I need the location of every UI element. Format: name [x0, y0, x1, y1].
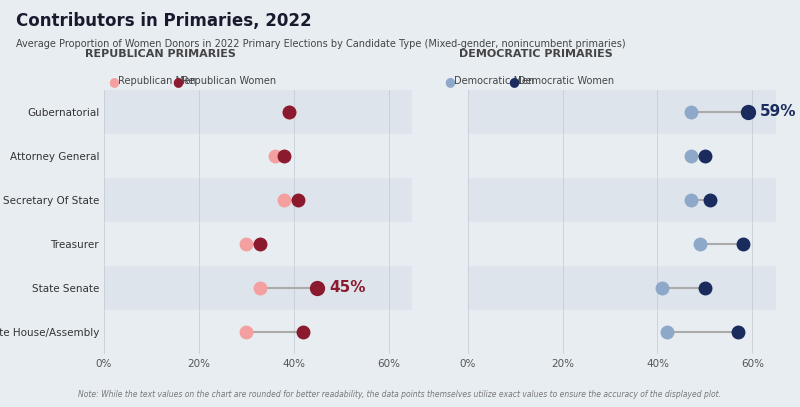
Bar	[468, 178, 776, 222]
Text: ●: ●	[172, 75, 183, 88]
Bar	[104, 222, 412, 266]
Text: Democratic Men: Democratic Men	[454, 77, 534, 86]
Text: ●: ●	[508, 75, 519, 88]
Bar	[468, 222, 776, 266]
Text: REPUBLICAN PRIMARIES: REPUBLICAN PRIMARIES	[85, 49, 235, 59]
Bar	[104, 133, 412, 178]
Text: 45%: 45%	[330, 280, 366, 295]
Text: Average Proportion of Women Donors in 2022 Primary Elections by Candidate Type (: Average Proportion of Women Donors in 20…	[16, 39, 626, 49]
Text: Contributors in Primaries, 2022: Contributors in Primaries, 2022	[16, 12, 312, 30]
Text: 59%: 59%	[759, 104, 796, 119]
Bar	[468, 90, 776, 133]
Text: ●: ●	[444, 75, 455, 88]
Bar	[104, 310, 412, 354]
Bar	[468, 310, 776, 354]
Text: Republican Men: Republican Men	[118, 77, 197, 86]
Bar	[468, 133, 776, 178]
Text: Note: While the text values on the chart are rounded for better readability, the: Note: While the text values on the chart…	[78, 390, 722, 399]
Text: Democratic Women: Democratic Women	[518, 77, 614, 86]
Bar	[104, 266, 412, 310]
Bar	[468, 266, 776, 310]
Bar	[104, 90, 412, 133]
Text: ●: ●	[108, 75, 119, 88]
Text: Republican Women: Republican Women	[182, 77, 277, 86]
Bar	[104, 178, 412, 222]
Text: DEMOCRATIC PRIMARIES: DEMOCRATIC PRIMARIES	[459, 49, 613, 59]
